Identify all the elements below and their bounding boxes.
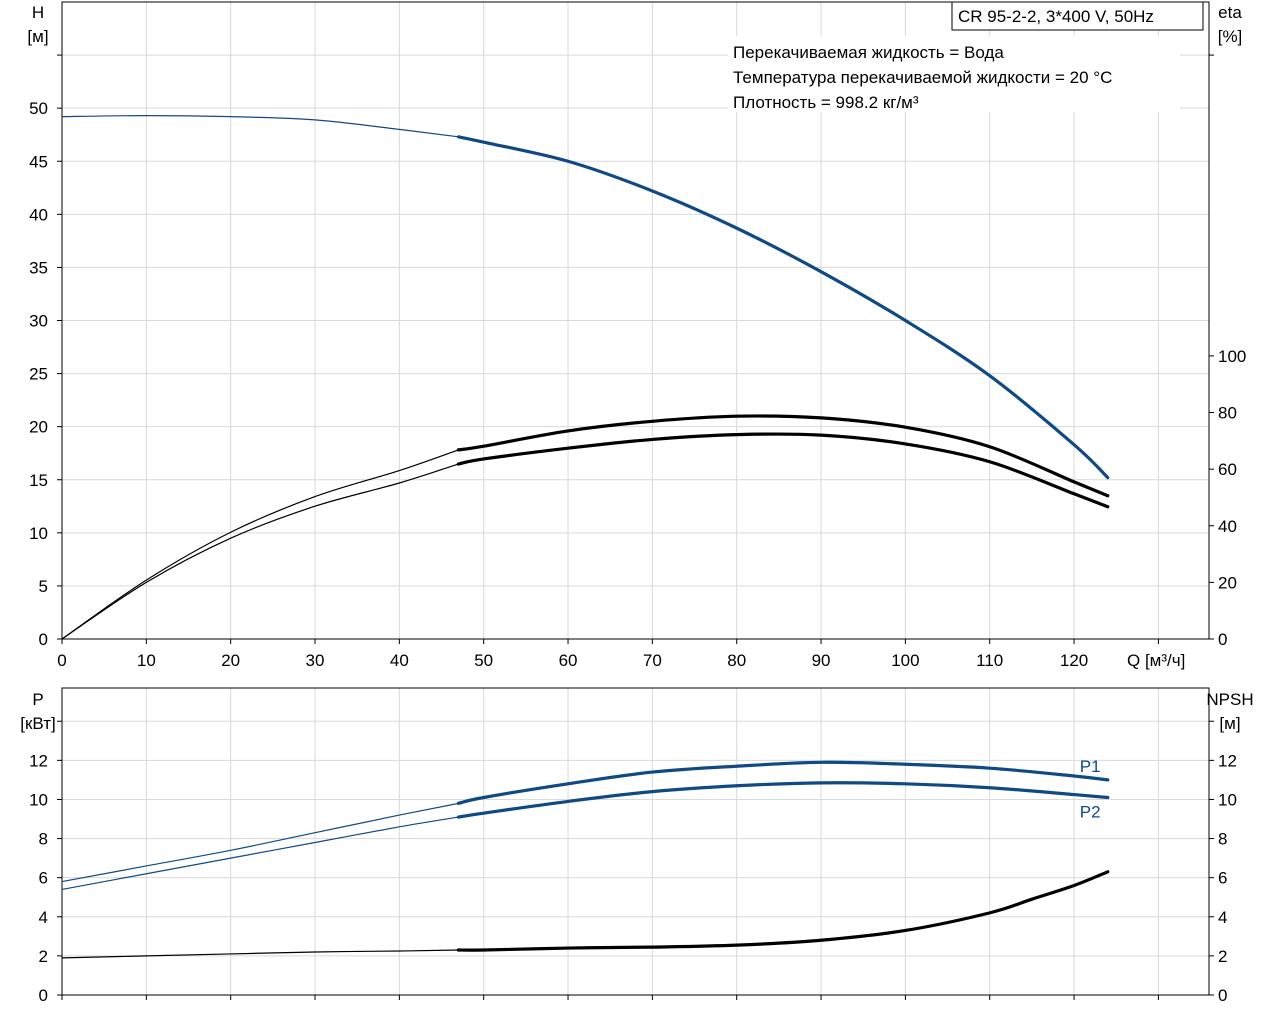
series-line-thin xyxy=(61,463,459,640)
model-label: CR 95-2-2, 3*400 V, 50Hz xyxy=(958,7,1154,26)
y-tick-label-left: 12 xyxy=(29,751,48,770)
series-line-thick xyxy=(456,760,1110,805)
x-tick-label: 120 xyxy=(1060,651,1088,670)
series-line-thick xyxy=(456,135,1110,480)
x-tick-label: 10 xyxy=(137,651,156,670)
x-tick-label: 90 xyxy=(812,651,831,670)
series-line-thin xyxy=(61,449,459,640)
y-tick-label-left: 40 xyxy=(29,205,48,224)
series-line-thin xyxy=(61,114,459,138)
series-label-p2: P2 xyxy=(1080,803,1101,822)
series-line-thin xyxy=(61,802,459,883)
x-tick-label: 40 xyxy=(390,651,409,670)
y-axis-unit-right: [%] xyxy=(1218,27,1243,46)
series-line-thin xyxy=(61,816,459,890)
x-tick-label: 0 xyxy=(57,651,66,670)
series-line-thick xyxy=(456,870,1110,952)
y-tick-label-left: 35 xyxy=(29,258,48,277)
y-tick-label-right: 40 xyxy=(1218,517,1237,536)
y-tick-label-left: 8 xyxy=(39,830,48,849)
y-tick-label-right: 20 xyxy=(1218,573,1237,592)
info-density: Плотность = 998.2 кг/м³ xyxy=(733,93,919,112)
info-temperature: Температура перекачиваемой жидкости = 20… xyxy=(733,68,1112,87)
y-tick-label-left: 30 xyxy=(29,312,48,331)
y-tick-label-right: 100 xyxy=(1218,347,1246,366)
y-tick-label-left: 50 xyxy=(29,99,48,118)
x-tick-label: 100 xyxy=(891,651,919,670)
y-tick-label-left: 15 xyxy=(29,471,48,490)
y-axis-unit-left: [м] xyxy=(27,27,48,46)
y-tick-label-left: 20 xyxy=(29,418,48,437)
series-line-thick xyxy=(456,432,1110,509)
x-tick-label: 20 xyxy=(221,651,240,670)
y-tick-label-right: 0 xyxy=(1218,630,1227,649)
y-axis-unit-left: [кВт] xyxy=(20,714,55,733)
y-axis-unit-right: [м] xyxy=(1219,714,1240,733)
series-line-thick xyxy=(456,414,1110,498)
y-tick-label-right: 6 xyxy=(1218,869,1227,888)
y-tick-label-left: 6 xyxy=(39,869,48,888)
x-tick-label: 70 xyxy=(643,651,662,670)
y-axis-title-left: H xyxy=(32,3,44,22)
info-background xyxy=(728,36,1180,112)
y-tick-label-left: 0 xyxy=(39,986,48,1005)
y-axis-title-left: P xyxy=(32,690,43,709)
y-tick-label-right: 12 xyxy=(1218,751,1237,770)
y-tick-label-left: 25 xyxy=(29,365,48,384)
y-tick-label-left: 45 xyxy=(29,152,48,171)
y-tick-label-left: 5 xyxy=(39,577,48,596)
info-liquid: Перекачиваемая жидкость = Вода xyxy=(733,43,1004,62)
y-axis-title-right: eta xyxy=(1218,3,1242,22)
y-tick-label-right: 2 xyxy=(1218,947,1227,966)
x-axis-label-bg xyxy=(1124,647,1202,673)
series-label-p1: P1 xyxy=(1080,757,1101,776)
series-line-thin xyxy=(61,949,459,959)
model-label-box xyxy=(951,1,1204,31)
x-tick-label: 110 xyxy=(976,651,1003,670)
y-tick-label-left: 4 xyxy=(39,908,48,927)
x-tick-label: 50 xyxy=(474,651,493,670)
y-tick-label-right: 80 xyxy=(1218,404,1237,423)
y-tick-label-left: 2 xyxy=(39,947,48,966)
y-tick-label-left: 10 xyxy=(29,790,48,809)
y-tick-label-left: 10 xyxy=(29,524,48,543)
series-line-thick xyxy=(456,781,1110,819)
x-tick-label: 60 xyxy=(559,651,578,670)
x-axis-title: Q [м³/ч] xyxy=(1127,651,1185,670)
x-tick-label: 80 xyxy=(727,651,746,670)
y-axis-title-right: NPSH xyxy=(1206,690,1253,709)
y-tick-label-right: 0 xyxy=(1218,986,1227,1005)
y-tick-label-right: 60 xyxy=(1218,460,1237,479)
x-tick-label: 30 xyxy=(306,651,325,670)
y-tick-label-right: 8 xyxy=(1218,830,1227,849)
y-tick-label-right: 4 xyxy=(1218,908,1227,927)
y-tick-label-left: 0 xyxy=(39,630,48,649)
y-tick-label-right: 10 xyxy=(1218,790,1237,809)
plot-frame xyxy=(61,687,1210,996)
